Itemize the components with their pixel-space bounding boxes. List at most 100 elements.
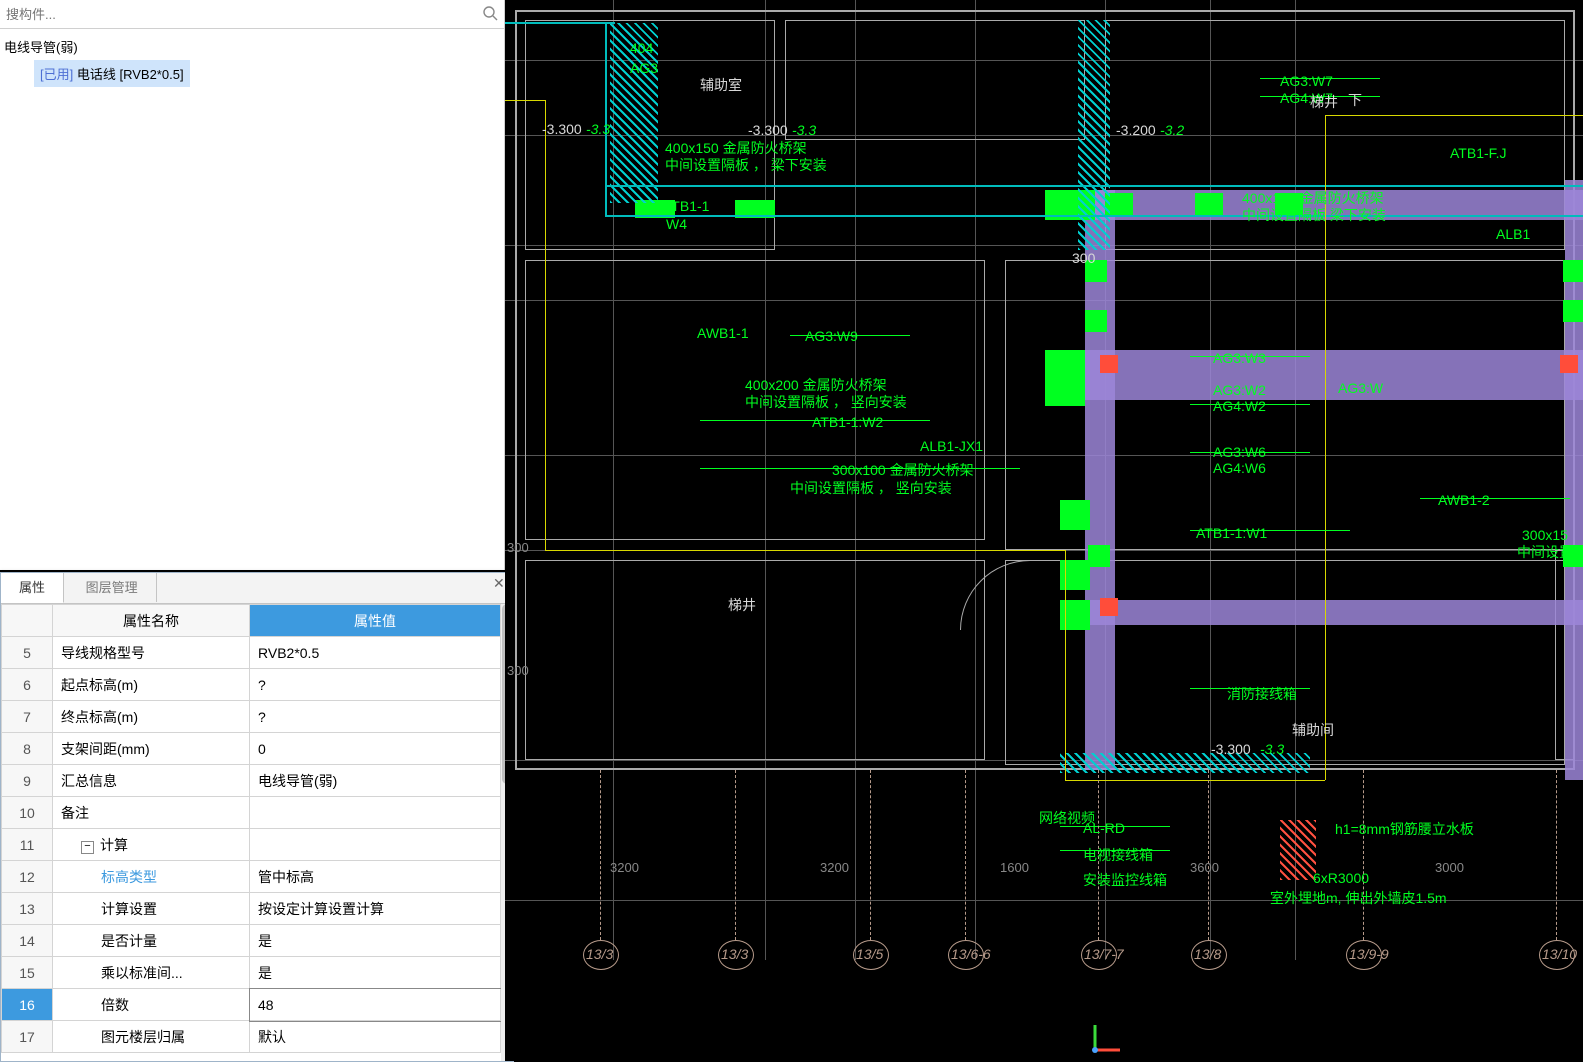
label-green: 6xR3000 — [1313, 870, 1369, 886]
prop-name: −计算 — [53, 829, 250, 861]
label-green: ATB1-1 — [663, 198, 709, 214]
tray-cyan — [605, 185, 1583, 187]
axis-number: 13/10 — [1542, 946, 1577, 962]
table-row[interactable]: 6起点标高(m)? — [2, 669, 501, 701]
label-green: ATB1-1:W2 — [812, 414, 883, 430]
label-white: -3.200 — [1116, 122, 1156, 138]
dimension: 3200 — [820, 860, 849, 875]
node-green — [1195, 193, 1223, 217]
label-green: AG3:W2 — [1213, 382, 1266, 398]
label-white: 辅助间 — [1292, 720, 1334, 740]
axis-line — [1208, 770, 1209, 940]
tabs: 属性 图层管理 — [1, 573, 513, 604]
table-row[interactable]: 8支架间距(mm)0 — [2, 733, 501, 765]
cad-element — [1325, 115, 1583, 116]
properties-grid: 属性名称 属性值 5导线规格型号RVB2*0.56起点标高(m)?7终点标高(m… — [1, 604, 501, 1053]
label-green: h1=8mm钢筋腰立水板 — [1335, 819, 1474, 839]
label-green: 300x100 金属防火桥架 — [832, 460, 974, 480]
table-row[interactable]: 10备注 — [2, 797, 501, 829]
prop-name: 终点标高(m) — [53, 701, 250, 733]
component-tree-panel: 电线导管(弱) [已用] 电话线 [RVB2*0.5] — [0, 0, 505, 570]
tree-item-label: 电话线 [RVB2*0.5] — [77, 67, 184, 82]
label-white: -3.300 — [748, 122, 788, 138]
label-green: 中间设置隔 — [1517, 542, 1583, 562]
table-row[interactable]: 9汇总信息电线导管(弱) — [2, 765, 501, 797]
label-green: AG3:W — [1338, 380, 1383, 396]
table-row[interactable]: 5导线规格型号RVB2*0.5 — [2, 637, 501, 669]
table-row[interactable]: 16倍数48 — [2, 989, 501, 1021]
tab-label: 属性 — [19, 580, 45, 595]
tray-violet — [1065, 375, 1583, 400]
label-white: 梯井 — [1310, 92, 1338, 112]
row-number: 13 — [2, 893, 53, 925]
node-green — [1088, 545, 1110, 567]
label-green: 室外埋地m, 伸出外墙皮1.5m — [1270, 888, 1447, 908]
prop-value[interactable]: 电线导管(弱) — [250, 765, 501, 797]
cad-element — [545, 100, 546, 550]
row-number: 10 — [2, 797, 53, 829]
table-row[interactable]: 13计算设置按设定计算设置计算 — [2, 893, 501, 925]
header-name: 属性名称 — [53, 605, 250, 637]
prop-value[interactable]: 0 — [250, 733, 501, 765]
row-number: 8 — [2, 733, 53, 765]
table-row[interactable]: 12标高类型管中标高 — [2, 861, 501, 893]
axis-number: 13/7-7 — [1084, 946, 1124, 962]
dimension: 300 — [507, 663, 529, 678]
label-green: 300x15 — [1522, 527, 1568, 543]
label-white: -3.300 — [542, 121, 582, 137]
label-green: ALB1 — [1496, 226, 1530, 242]
header-value: 属性值 — [250, 605, 501, 637]
table-row[interactable]: 14是否计量是 — [2, 925, 501, 957]
prop-value[interactable]: ? — [250, 701, 501, 733]
prop-name: 计算设置 — [53, 893, 250, 925]
prop-value[interactable] — [250, 797, 501, 829]
prop-value[interactable]: ? — [250, 669, 501, 701]
prop-value[interactable]: 默认 — [250, 1021, 501, 1053]
table-row[interactable]: 7终点标高(m)? — [2, 701, 501, 733]
prop-name: 起点标高(m) — [53, 669, 250, 701]
row-number: 17 — [2, 1021, 53, 1053]
node-green — [1060, 500, 1090, 530]
row-number: 6 — [2, 669, 53, 701]
room — [525, 560, 985, 760]
label-green: W4 — [666, 216, 687, 232]
collapse-icon[interactable]: − — [81, 841, 94, 854]
prop-value[interactable] — [250, 829, 501, 861]
prop-value[interactable]: 是 — [250, 957, 501, 989]
tree-item-selected[interactable]: [已用] 电话线 [RVB2*0.5] — [34, 60, 190, 87]
row-number: 5 — [2, 637, 53, 669]
table-row[interactable]: 15乘以标准间...是 — [2, 957, 501, 989]
dimension: 300 — [507, 540, 529, 555]
label-white: -3.3 — [792, 122, 816, 138]
prop-value[interactable]: 是 — [250, 925, 501, 957]
tray-cyan — [505, 22, 615, 24]
prop-value[interactable]: 管中标高 — [250, 861, 501, 893]
prop-value[interactable]: 按设定计算设置计算 — [250, 893, 501, 925]
tree-item-tag: [已用] — [40, 67, 73, 82]
tree-root[interactable]: 电线导管(弱) — [4, 33, 500, 60]
label-green: 中间设置隔板 ， 竖向安装 — [790, 478, 952, 498]
prop-name: 乘以标准间... — [53, 957, 250, 989]
node-green — [1563, 260, 1583, 282]
prop-name: 是否计量 — [53, 925, 250, 957]
label-green: 网络视频 — [1039, 808, 1095, 828]
search-icon[interactable] — [482, 5, 498, 21]
dimension: 3000 — [1435, 860, 1464, 875]
table-row[interactable]: 11−计算 — [2, 829, 501, 861]
label-white: 下 — [1348, 90, 1362, 110]
tab-properties[interactable]: 属性 — [1, 573, 64, 603]
prop-name: 支架间距(mm) — [53, 733, 250, 765]
cad-canvas[interactable]: 13/313/313/513/6-613/7-713/813/9-913/103… — [505, 0, 1583, 1061]
tab-layers[interactable]: 图层管理 — [68, 573, 157, 602]
axis-number: 13/3 — [586, 946, 613, 962]
prop-value[interactable]: 48 — [250, 989, 501, 1021]
search-input[interactable] — [0, 0, 482, 28]
table-row[interactable]: 17图元楼层归属默认 — [2, 1021, 501, 1053]
properties-grid-wrap: 属性名称 属性值 5导线规格型号RVB2*0.56起点标高(m)?7终点标高(m… — [1, 604, 501, 1061]
prop-name: 标高类型 — [53, 861, 250, 893]
row-number: 11 — [2, 829, 53, 861]
label-green: AG3:W6 — [1213, 444, 1266, 460]
tree-root-label: 电线导管(弱) — [4, 40, 78, 55]
axis-number: 13/3 — [721, 946, 748, 962]
prop-value[interactable]: RVB2*0.5 — [250, 637, 501, 669]
